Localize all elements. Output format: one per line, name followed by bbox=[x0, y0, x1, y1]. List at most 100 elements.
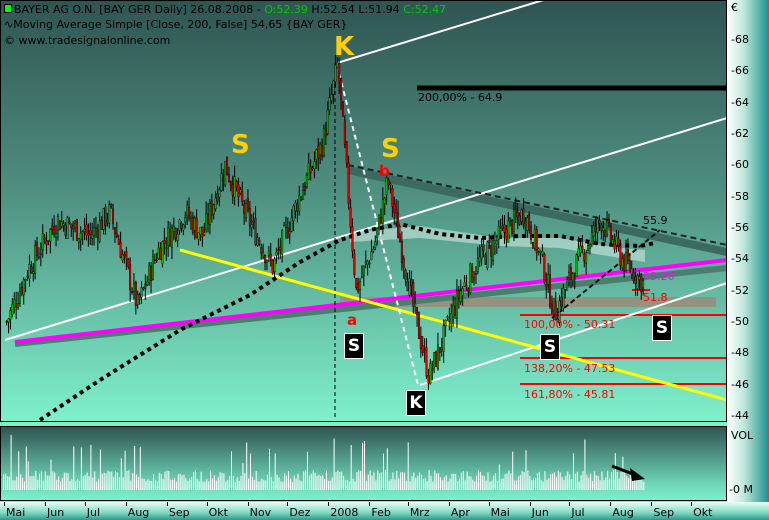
candle-body bbox=[592, 225, 595, 237]
volume-bar bbox=[46, 475, 48, 490]
support-zone bbox=[340, 297, 716, 307]
trend-line-upper bbox=[4, 117, 726, 341]
volume-bar bbox=[153, 474, 155, 490]
volume-bar bbox=[470, 476, 472, 490]
volume-bar bbox=[535, 477, 536, 490]
volume-bar bbox=[491, 480, 493, 490]
candle-body bbox=[153, 259, 156, 261]
candle-body bbox=[15, 303, 18, 308]
volume-bar bbox=[297, 473, 299, 490]
candle-body bbox=[353, 253, 356, 276]
low-value: L:51.94 bbox=[358, 3, 400, 16]
volume-bar bbox=[326, 470, 327, 490]
candle-body bbox=[355, 278, 358, 288]
candle-body bbox=[184, 217, 187, 223]
volume-bar bbox=[244, 472, 246, 490]
volume-bar bbox=[447, 481, 449, 490]
price-axis[interactable] bbox=[727, 0, 769, 502]
symbol-text: BAYER AG O.N. [BAY GER Daily] 26.08.2008… bbox=[14, 3, 261, 16]
candle-body bbox=[383, 197, 386, 204]
candle-body bbox=[292, 205, 295, 222]
volume-bar bbox=[109, 471, 111, 490]
candle-body bbox=[180, 223, 183, 229]
candle-body bbox=[307, 162, 310, 180]
volume-zero-tick-label: 0 M bbox=[732, 483, 753, 496]
volume-bar bbox=[593, 471, 595, 490]
candle-body bbox=[600, 224, 603, 232]
candle-body bbox=[9, 310, 12, 320]
volume-bar bbox=[56, 479, 58, 490]
candle-body bbox=[400, 240, 403, 263]
volume-bar bbox=[124, 450, 126, 490]
signal-box-s: S bbox=[344, 333, 364, 359]
volume-bar bbox=[234, 481, 236, 490]
candle-body bbox=[594, 226, 597, 232]
volume-bar bbox=[455, 473, 457, 490]
volume-bar bbox=[388, 480, 390, 490]
candle-body bbox=[408, 278, 411, 296]
date-axis[interactable] bbox=[0, 502, 769, 520]
candle-body bbox=[330, 94, 333, 101]
volume-bar bbox=[225, 481, 227, 490]
candle-body bbox=[53, 226, 56, 235]
volume-bar bbox=[210, 470, 212, 490]
volume-bar bbox=[75, 481, 77, 490]
candle-body bbox=[562, 288, 565, 309]
candle-body bbox=[62, 223, 65, 226]
candle-body bbox=[499, 228, 502, 231]
candle-body bbox=[391, 188, 394, 207]
volume-bar bbox=[324, 479, 326, 490]
candle-body bbox=[220, 173, 223, 191]
y-tick-label: -48 bbox=[731, 346, 749, 360]
candle-body bbox=[176, 234, 179, 241]
y-tick-label: -52 bbox=[731, 283, 749, 297]
candle-body bbox=[495, 240, 498, 245]
volume-bar bbox=[422, 478, 424, 490]
candle-body bbox=[131, 291, 134, 294]
volume-bar bbox=[329, 480, 331, 490]
volume-bar bbox=[37, 479, 39, 490]
candle-body bbox=[440, 347, 443, 350]
candle-body bbox=[229, 181, 232, 186]
volume-bar bbox=[424, 478, 426, 490]
volume-bar bbox=[320, 476, 322, 490]
volume-bar bbox=[111, 471, 113, 490]
shoulder-label-right: S bbox=[381, 134, 400, 164]
volume-bar bbox=[155, 480, 156, 490]
candle-body bbox=[188, 207, 191, 219]
volume-bar bbox=[208, 481, 210, 490]
volume-bar bbox=[206, 479, 208, 490]
candle-body bbox=[581, 245, 584, 250]
x-tick-mark bbox=[610, 502, 612, 506]
volume-bar bbox=[147, 479, 149, 490]
volume-bar bbox=[533, 478, 535, 490]
volume-bar bbox=[512, 451, 514, 490]
volume-bar bbox=[117, 472, 118, 490]
volume-bar bbox=[251, 476, 253, 490]
volume-bar bbox=[130, 480, 132, 490]
candle-body bbox=[191, 216, 194, 233]
volume-bar bbox=[236, 477, 238, 490]
candle-body bbox=[277, 249, 280, 251]
volume-bar bbox=[132, 472, 134, 490]
volume-bar bbox=[333, 438, 335, 490]
volume-bar bbox=[4, 473, 6, 490]
volume-bar bbox=[440, 477, 441, 490]
volume-bar bbox=[618, 478, 620, 490]
x-tick-label: Okt bbox=[693, 506, 713, 519]
candle-body bbox=[254, 218, 257, 245]
volume-bar bbox=[525, 450, 527, 490]
candle-body bbox=[113, 227, 116, 234]
candle-body bbox=[66, 217, 69, 239]
candle-body bbox=[461, 288, 464, 296]
volume-bar bbox=[253, 479, 255, 490]
volume-bar bbox=[586, 474, 588, 490]
volume-bar bbox=[449, 478, 451, 490]
volume-bar bbox=[35, 470, 37, 490]
candle-icon bbox=[4, 4, 12, 13]
volume-bar bbox=[493, 475, 495, 490]
candle-body bbox=[250, 224, 253, 228]
volume-bar bbox=[94, 471, 96, 490]
volume-bar bbox=[22, 477, 23, 490]
volume-bar bbox=[248, 478, 250, 490]
